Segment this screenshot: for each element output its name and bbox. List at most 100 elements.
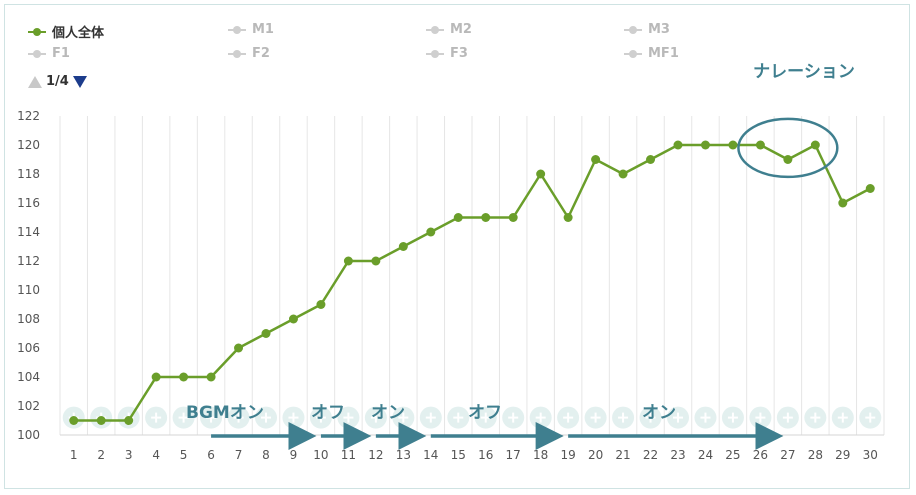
data-point (783, 155, 793, 164)
y-tick-label: 114 (17, 225, 40, 239)
legend-label: F3 (450, 46, 468, 61)
data-point (673, 140, 683, 150)
legend-label: F1 (52, 46, 70, 61)
line-marker-icon (28, 27, 46, 37)
data-point (865, 184, 875, 193)
page-up-icon[interactable] (28, 75, 42, 88)
x-tick-label: 18 (533, 448, 548, 462)
legend-label: M2 (450, 22, 472, 37)
legend-item-mf1[interactable]: MF1 (624, 46, 679, 61)
data-point (206, 372, 216, 382)
data-point (728, 140, 738, 150)
data-point (96, 416, 106, 425)
annotation-label: オン (371, 403, 405, 423)
x-tick-label: 23 (670, 448, 685, 462)
data-point (453, 213, 463, 222)
data-point (69, 416, 79, 425)
callout-ellipse (737, 117, 839, 179)
x-tick-label: 10 (313, 448, 328, 462)
x-tick-label: 25 (725, 448, 740, 462)
x-tick-label: 22 (643, 448, 658, 462)
legend-label: 個人全体 (52, 26, 105, 41)
x-tick-label: 29 (835, 448, 850, 462)
annotation-label: BGMオン (186, 403, 264, 423)
x-tick-label: 24 (698, 448, 713, 462)
data-point (755, 140, 765, 150)
y-tick-label: 112 (17, 254, 40, 268)
data-point (261, 329, 271, 338)
data-point (700, 140, 710, 150)
y-tick-label: 110 (17, 283, 40, 297)
callout-label: ナレーション (753, 62, 855, 82)
x-tick-label: 11 (341, 448, 356, 462)
x-tick-label: 28 (808, 448, 823, 462)
legend: 個人全体 M1 M2 M3 F1 F2 F3 MF1 (28, 22, 728, 72)
legend-label: F2 (252, 46, 270, 61)
annotation-label: オン (642, 403, 676, 423)
x-tick-label: 4 (152, 448, 160, 462)
line-marker-icon (624, 25, 642, 35)
x-tick-label: 15 (451, 448, 466, 462)
annotation-label: オフ (311, 403, 345, 423)
line-marker-icon (426, 49, 444, 59)
legend-pager: 1/4 (28, 74, 87, 89)
data-point (288, 314, 298, 324)
x-tick-label: 13 (396, 448, 411, 462)
legend-label: M1 (252, 22, 274, 37)
legend-item-f2[interactable]: F2 (228, 46, 270, 61)
data-point (151, 372, 161, 382)
data-point (838, 198, 848, 208)
x-tick-label: 7 (235, 448, 243, 462)
x-tick-label: 27 (780, 448, 795, 462)
y-tick-label: 106 (17, 341, 40, 355)
x-tick-label: 26 (753, 448, 768, 462)
x-tick-label: 30 (863, 448, 878, 462)
x-tick-label: 2 (97, 448, 105, 462)
data-point (618, 169, 628, 179)
data-point (316, 300, 326, 309)
y-tick-label: 122 (17, 109, 40, 123)
legend-label: M3 (648, 22, 670, 37)
data-point (371, 256, 381, 266)
y-tick-label: 102 (17, 399, 40, 413)
data-point (646, 155, 656, 164)
x-tick-label: 14 (423, 448, 438, 462)
y-tick-label: 108 (17, 312, 40, 326)
y-tick-label: 118 (17, 167, 40, 181)
legend-label: MF1 (648, 46, 679, 61)
y-tick-label: 100 (17, 428, 40, 442)
legend-item-f1[interactable]: F1 (28, 46, 70, 61)
x-tick-label: 17 (506, 448, 521, 462)
data-point (179, 372, 189, 382)
line-marker-icon (228, 49, 246, 59)
x-tick-label: 9 (290, 448, 298, 462)
legend-item-m1[interactable]: M1 (228, 22, 274, 37)
x-tick-label: 5 (180, 448, 188, 462)
data-point (810, 140, 820, 150)
legend-item-m2[interactable]: M2 (426, 22, 472, 37)
y-tick-label: 104 (17, 370, 40, 384)
data-point (481, 213, 491, 222)
chart-frame (4, 4, 910, 489)
line-marker-icon (426, 25, 444, 35)
line-marker-icon (228, 25, 246, 35)
x-tick-label: 1 (70, 448, 78, 462)
x-tick-label: 21 (615, 448, 630, 462)
page-indicator: 1/4 (46, 74, 69, 89)
legend-item-f3[interactable]: F3 (426, 46, 468, 61)
data-point (343, 256, 353, 266)
data-point (508, 213, 518, 222)
x-tick-label: 3 (125, 448, 133, 462)
data-point (591, 155, 601, 164)
data-point (563, 213, 573, 222)
data-point (234, 343, 244, 353)
data-point (536, 169, 546, 179)
page-down-icon[interactable] (72, 75, 87, 88)
x-tick-label: 6 (207, 448, 215, 462)
legend-item-m3[interactable]: M3 (624, 22, 670, 37)
x-tick-label: 19 (560, 448, 575, 462)
y-tick-label: 116 (17, 196, 40, 210)
legend-item-series-1[interactable]: 個人全体 (28, 22, 104, 41)
x-tick-label: 16 (478, 448, 493, 462)
